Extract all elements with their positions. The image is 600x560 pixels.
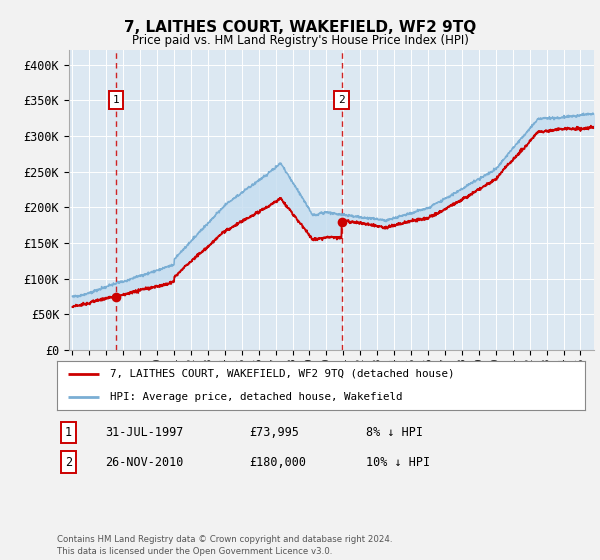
- Text: 2: 2: [65, 455, 72, 469]
- Text: 7, LAITHES COURT, WAKEFIELD, WF2 9TQ (detached house): 7, LAITHES COURT, WAKEFIELD, WF2 9TQ (de…: [110, 369, 454, 379]
- Text: 1: 1: [65, 426, 72, 439]
- Text: 31-JUL-1997: 31-JUL-1997: [105, 426, 184, 439]
- Text: £180,000: £180,000: [249, 455, 306, 469]
- Text: 7, LAITHES COURT, WAKEFIELD, WF2 9TQ: 7, LAITHES COURT, WAKEFIELD, WF2 9TQ: [124, 20, 476, 35]
- Text: 1: 1: [113, 95, 119, 105]
- Text: 2: 2: [338, 95, 345, 105]
- Text: HPI: Average price, detached house, Wakefield: HPI: Average price, detached house, Wake…: [110, 391, 403, 402]
- Text: Contains HM Land Registry data © Crown copyright and database right 2024.
This d: Contains HM Land Registry data © Crown c…: [57, 535, 392, 556]
- Text: Price paid vs. HM Land Registry's House Price Index (HPI): Price paid vs. HM Land Registry's House …: [131, 34, 469, 46]
- Text: 8% ↓ HPI: 8% ↓ HPI: [366, 426, 423, 439]
- Text: £73,995: £73,995: [249, 426, 299, 439]
- Text: 10% ↓ HPI: 10% ↓ HPI: [366, 455, 430, 469]
- Text: 26-NOV-2010: 26-NOV-2010: [105, 455, 184, 469]
